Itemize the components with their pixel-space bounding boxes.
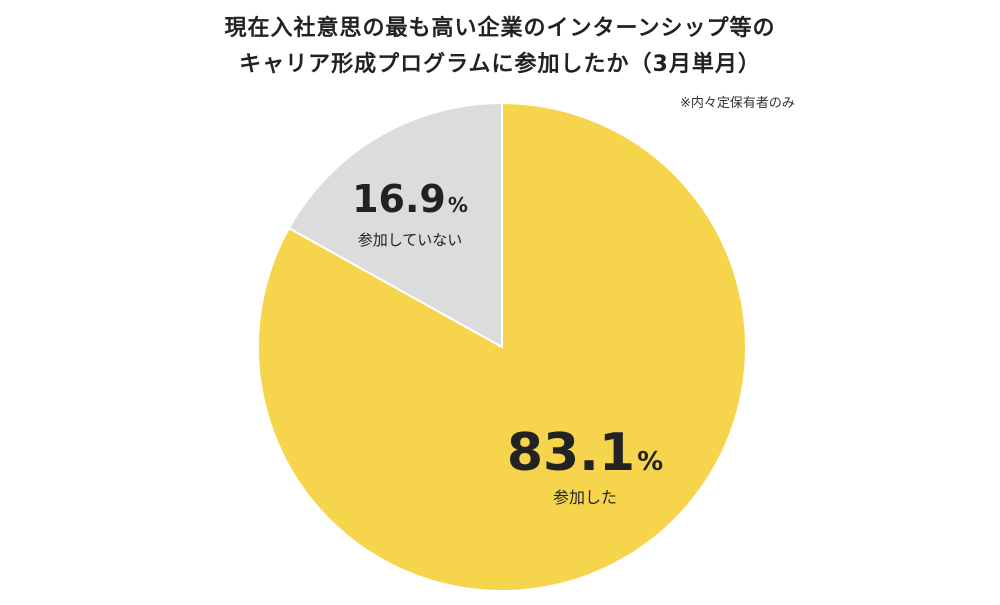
slice-unit-not-participated: % — [448, 193, 468, 217]
slice-value-not-participated: 16.9 — [352, 177, 446, 221]
chart-note: ※内々定保有者のみ — [680, 96, 795, 111]
chart-title-line2: キャリア形成プログラムに参加したか（3月単月） — [239, 52, 761, 77]
pie-slice-not-participated — [287, 101, 503, 349]
slice-value-participated: 83.1 — [507, 423, 635, 483]
slice-unit-participated: % — [637, 447, 663, 477]
slice-label-not-participated: 参加していない — [358, 231, 463, 249]
slice-label-participated-pct: 83.1% — [507, 423, 663, 483]
slice-label-not-participated-pct: 16.9% — [352, 177, 468, 221]
slice-label-participated: 参加した — [553, 488, 617, 507]
chart-title-line1: 現在入社意思の最も高い企業のインターンシップ等の — [224, 16, 776, 41]
pie-slices — [257, 101, 747, 592]
